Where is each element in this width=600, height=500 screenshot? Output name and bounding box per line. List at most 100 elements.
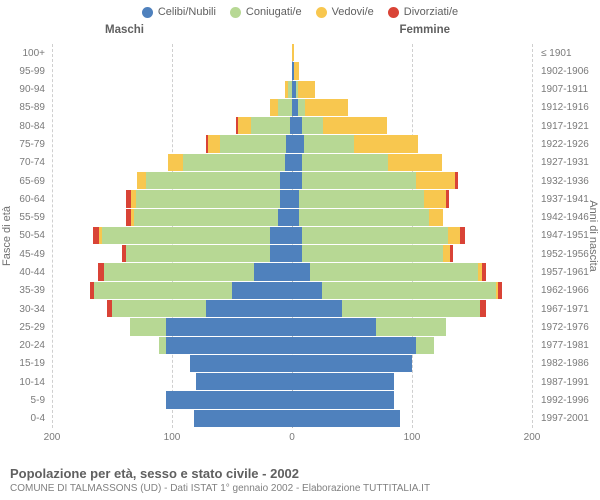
segment-c	[292, 263, 310, 280]
pyramid-row	[52, 117, 532, 135]
female-bar	[292, 62, 532, 79]
segment-c	[270, 227, 292, 244]
pyramid-row	[52, 62, 532, 80]
pyramid-row	[52, 337, 532, 355]
segment-k	[310, 263, 478, 280]
x-tick: 100	[164, 432, 181, 443]
gridline	[532, 44, 533, 428]
legend-label: Divorziati/e	[404, 6, 458, 18]
male-bar	[52, 373, 292, 390]
segment-d	[460, 227, 465, 244]
segment-k	[298, 99, 305, 116]
x-tick: 200	[44, 432, 61, 443]
segment-k	[102, 227, 270, 244]
segment-c	[292, 318, 376, 335]
male-bar	[52, 263, 292, 280]
pyramid-row	[52, 209, 532, 227]
segment-d	[498, 282, 502, 299]
segment-c	[292, 227, 302, 244]
pyramid-row	[52, 99, 532, 117]
pyramid-row	[52, 135, 532, 153]
segment-c	[292, 337, 416, 354]
segment-k	[136, 190, 280, 207]
segment-k	[220, 135, 286, 152]
segment-d	[450, 245, 452, 262]
segment-k	[302, 227, 448, 244]
female-bar	[292, 391, 532, 408]
legend-swatch	[388, 7, 399, 18]
male-bar	[52, 355, 292, 372]
female-bar	[292, 190, 532, 207]
segment-k	[302, 245, 444, 262]
female-bar	[292, 300, 532, 317]
segment-c	[285, 154, 292, 171]
pyramid-row	[52, 172, 532, 190]
male-bar	[52, 99, 292, 116]
male-bar	[52, 135, 292, 152]
y-axis-right-title: Anni di nascita	[586, 44, 600, 428]
pyramid-row	[52, 300, 532, 318]
pyramid-row	[52, 190, 532, 208]
female-bar	[292, 209, 532, 226]
segment-c	[254, 263, 292, 280]
segment-k	[278, 99, 292, 116]
male-bar	[52, 337, 292, 354]
pyramid-row	[52, 154, 532, 172]
legend-item: Coniugati/e	[230, 6, 302, 18]
segment-v	[323, 117, 387, 134]
segment-c	[292, 154, 302, 171]
segment-k	[342, 300, 480, 317]
male-bar	[52, 81, 292, 98]
male-bar	[52, 227, 292, 244]
pyramid-row	[52, 282, 532, 300]
male-bar	[52, 318, 292, 335]
segment-c	[292, 373, 394, 390]
segment-v	[388, 154, 442, 171]
segment-v	[270, 99, 277, 116]
segment-k	[376, 318, 446, 335]
segment-k	[159, 337, 166, 354]
female-bar	[292, 117, 532, 134]
segment-c	[292, 117, 302, 134]
segment-k	[126, 245, 270, 262]
segment-k	[304, 135, 354, 152]
segment-c	[292, 190, 299, 207]
male-bar	[52, 44, 292, 61]
female-bar	[292, 154, 532, 171]
segment-c	[292, 300, 342, 317]
female-bar	[292, 227, 532, 244]
female-bar	[292, 282, 532, 299]
chart-title: Popolazione per età, sesso e stato civil…	[10, 466, 590, 481]
segment-c	[194, 410, 292, 427]
segment-c	[232, 282, 292, 299]
segment-v	[429, 209, 443, 226]
segment-c	[292, 410, 400, 427]
male-bar	[52, 190, 292, 207]
segment-k	[302, 154, 388, 171]
segment-d	[480, 300, 486, 317]
segment-c	[292, 282, 322, 299]
segment-c	[292, 355, 412, 372]
segment-c	[292, 172, 302, 189]
segment-c	[196, 373, 292, 390]
legend-item: Vedovi/e	[316, 6, 374, 18]
segment-d	[482, 263, 487, 280]
female-bar	[292, 245, 532, 262]
segment-c	[278, 209, 292, 226]
segment-v	[292, 44, 294, 61]
female-bar	[292, 99, 532, 116]
segment-v	[298, 81, 315, 98]
pyramid-row	[52, 410, 532, 428]
pyramid-row	[52, 391, 532, 409]
segment-v	[354, 135, 418, 152]
segment-k	[130, 318, 166, 335]
segment-c	[292, 209, 299, 226]
male-bar	[52, 282, 292, 299]
male-bar	[52, 117, 292, 134]
segment-k	[302, 172, 416, 189]
female-bar	[292, 318, 532, 335]
segment-k	[104, 263, 254, 280]
segment-c	[292, 391, 394, 408]
segment-v	[294, 62, 299, 79]
segment-v	[168, 154, 182, 171]
